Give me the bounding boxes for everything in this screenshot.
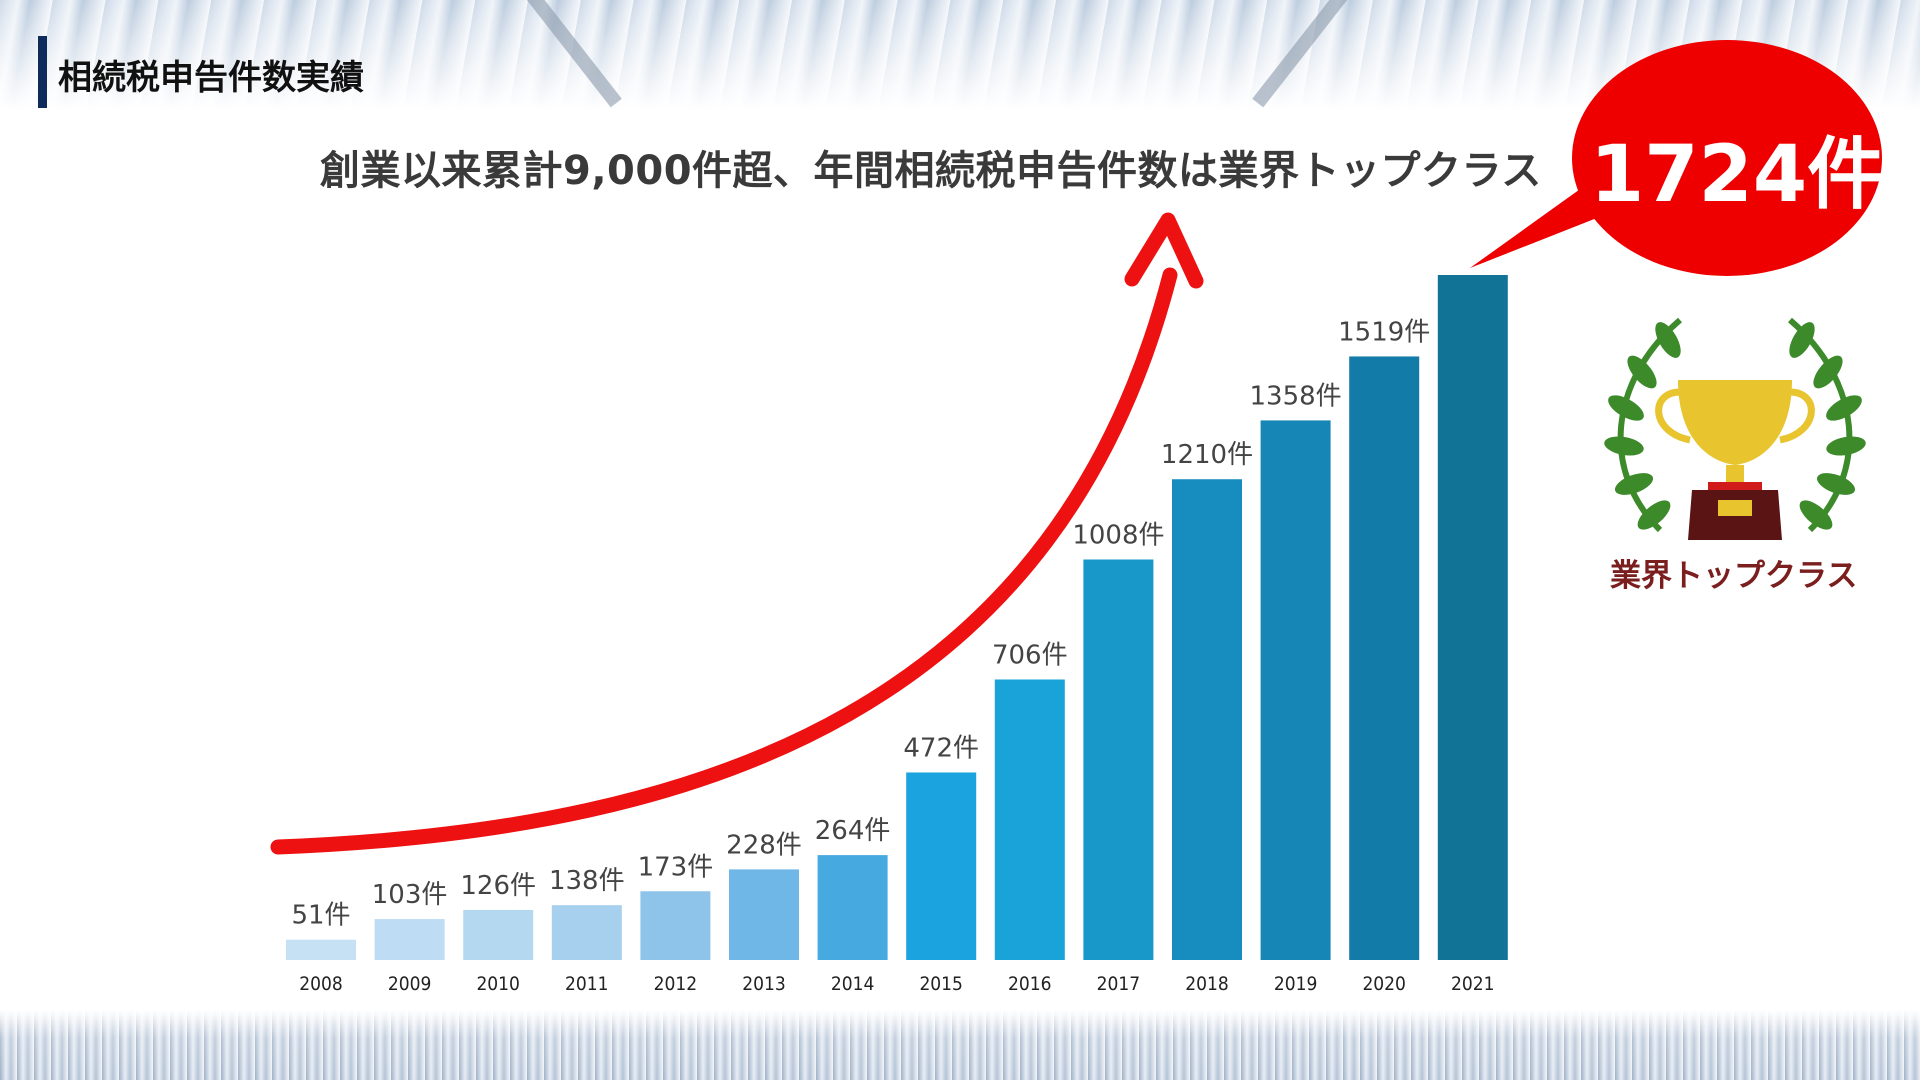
data-labels-group: 51件 103件 126件 138件 173件 228件 264件 472件 706件 1008件… bbox=[291, 317, 1430, 930]
bar-2009 bbox=[374, 919, 445, 960]
data-label-2013: 228件 bbox=[726, 830, 802, 860]
x-tick-2011: 2011 bbox=[565, 973, 609, 995]
x-tick-2016: 2016 bbox=[1008, 973, 1052, 995]
x-tick-2013: 2013 bbox=[742, 973, 786, 995]
data-label-2020: 1519件 bbox=[1338, 317, 1430, 347]
x-tick-2008: 2008 bbox=[299, 973, 343, 995]
trophy-caption: 業界トップクラス bbox=[1610, 558, 1858, 594]
bar-2014 bbox=[817, 855, 888, 960]
data-label-2016: 706件 bbox=[992, 640, 1068, 670]
x-tick-2015: 2015 bbox=[919, 973, 963, 995]
x-tick-labels-group: 2008 2009 2010 2011 2012 2013 2014 2015 2016 2017… bbox=[299, 973, 1494, 995]
bar-2019 bbox=[1260, 420, 1331, 960]
growth-arrow bbox=[270, 267, 1178, 855]
page-title: 相続税申告件数実績 bbox=[58, 58, 364, 98]
x-tick-2009: 2009 bbox=[388, 973, 432, 995]
callout-value: 1724件 bbox=[1590, 130, 1886, 220]
data-label-2014: 264件 bbox=[815, 816, 891, 846]
trophy-icon bbox=[1655, 380, 1815, 540]
bars-group bbox=[286, 275, 1508, 960]
data-label-2018: 1210件 bbox=[1161, 440, 1253, 470]
data-label-2008: 51件 bbox=[291, 901, 350, 931]
headline: 創業以来累計9,000件超、年間相続税申告件数は業界トップクラス bbox=[320, 148, 1542, 194]
data-label-2010: 126件 bbox=[460, 871, 536, 901]
bar-2021 bbox=[1437, 275, 1508, 960]
laurel-wreath-icon bbox=[1604, 317, 1866, 533]
x-tick-2017: 2017 bbox=[1097, 973, 1141, 995]
data-label-2009: 103件 bbox=[372, 880, 448, 910]
data-label-2019: 1358件 bbox=[1250, 381, 1342, 411]
bar-2010 bbox=[463, 909, 534, 960]
x-tick-2018: 2018 bbox=[1185, 973, 1229, 995]
bar-2008 bbox=[286, 939, 356, 960]
bar-2016 bbox=[994, 679, 1065, 960]
x-tick-2010: 2010 bbox=[476, 973, 520, 995]
x-tick-2012: 2012 bbox=[654, 973, 698, 995]
x-tick-2021: 2021 bbox=[1451, 973, 1495, 995]
bar-2017 bbox=[1083, 559, 1154, 960]
footer-background bbox=[0, 1010, 1920, 1080]
data-label-2012: 173件 bbox=[638, 852, 714, 882]
callout-bubble bbox=[1470, 40, 1882, 276]
data-label-2017: 1008件 bbox=[1072, 520, 1164, 550]
bar-2015 bbox=[906, 772, 977, 960]
data-label-2015: 472件 bbox=[903, 733, 979, 763]
growth-arrow-head-icon bbox=[1124, 212, 1204, 289]
data-label-2011: 138件 bbox=[549, 866, 625, 896]
bar-2011 bbox=[551, 905, 622, 960]
x-tick-2014: 2014 bbox=[831, 973, 875, 995]
bar-2020 bbox=[1349, 356, 1420, 960]
bar-2013 bbox=[729, 869, 799, 960]
x-tick-2020: 2020 bbox=[1362, 973, 1406, 995]
bar-2018 bbox=[1172, 479, 1242, 960]
title-accent-bar bbox=[38, 36, 47, 108]
bar-2012 bbox=[640, 891, 711, 960]
x-tick-2019: 2019 bbox=[1274, 973, 1318, 995]
